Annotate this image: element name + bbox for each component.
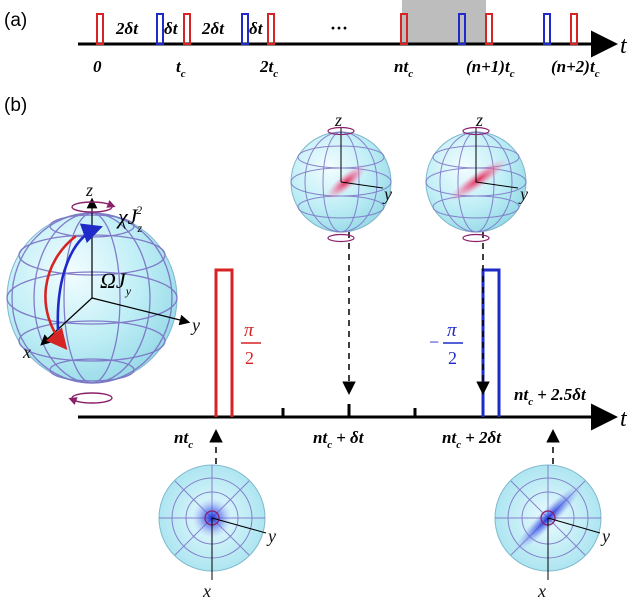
big-z-label: z bbox=[85, 180, 93, 200]
panel-a: (a) t 2δt δt 2δt δt ··· 0 tc 2tc ntc bbox=[4, 0, 628, 80]
rotation-arrow-blue bbox=[56, 223, 103, 331]
twist-arrow-bottom bbox=[71, 392, 113, 404]
panel-a-label: (a) bbox=[4, 10, 27, 31]
red-pulse bbox=[214, 268, 234, 417]
pulse-red-n bbox=[400, 13, 408, 45]
pulse-blue-n bbox=[458, 13, 466, 45]
pulse-red-n1 bbox=[485, 13, 493, 45]
tick-label-tc: tc bbox=[176, 57, 186, 80]
big-y-axis bbox=[91, 297, 191, 326]
twist-label: χJz2 bbox=[116, 203, 142, 235]
bottom-disc-2-x: x bbox=[537, 581, 546, 601]
top-sphere-1-y: y bbox=[382, 184, 392, 204]
top-sphere-1-z: z bbox=[334, 110, 342, 130]
time-label-ntc: ntc bbox=[174, 428, 193, 451]
time-axis-a-label: t bbox=[620, 33, 628, 59]
blue-pulse-den: 2 bbox=[448, 348, 457, 368]
blue-pulse bbox=[481, 268, 501, 417]
interval-label-4: δt bbox=[249, 19, 264, 38]
top-sphere-1: z y bbox=[290, 110, 392, 243]
bottom-disc-1: y x bbox=[158, 464, 276, 601]
tick-label-ntc: ntc bbox=[394, 57, 413, 80]
panel-b-label: (b) bbox=[4, 95, 27, 116]
time-label-ntc-dt: ntc + δt bbox=[313, 428, 365, 451]
interval-label-2: δt bbox=[164, 19, 179, 38]
pulse-blue-n1 bbox=[543, 13, 551, 45]
time-label-ntc-2dt: ntc + 2δt bbox=[442, 428, 502, 451]
tick-label-n2tc: (n+2)tc bbox=[551, 57, 600, 80]
time-axis-b-ticks bbox=[214, 404, 485, 417]
red-pulse-den: 2 bbox=[245, 348, 254, 368]
big-y-label: y bbox=[190, 315, 200, 335]
tick-label-0: 0 bbox=[93, 57, 102, 76]
top-sphere-2-z: z bbox=[475, 110, 483, 130]
bottom-disc-2-y: y bbox=[600, 526, 610, 546]
bottom-disc-2: y x bbox=[494, 464, 610, 601]
squeezed-state-red-2 bbox=[448, 158, 508, 202]
pulse-blue-2 bbox=[241, 13, 249, 45]
rotation-arrow-red bbox=[44, 234, 77, 350]
blue-pulse-sign: − bbox=[429, 332, 439, 352]
pulse-train bbox=[96, 13, 578, 45]
panel-b: (b) t π 2 − π 2 ntc ntc + δt ntc + bbox=[4, 95, 628, 601]
pulse-red-0 bbox=[96, 13, 104, 45]
ellipsis: ··· bbox=[330, 18, 348, 38]
top-sphere-2-y: y bbox=[518, 184, 528, 204]
blue-pulse-num: π bbox=[447, 320, 457, 341]
bottom-disc-1-x: x bbox=[202, 581, 211, 601]
red-pulse-num: π bbox=[244, 320, 254, 341]
bottom-disc-1-y: y bbox=[266, 526, 276, 546]
time-axis-b-label: t bbox=[620, 406, 628, 432]
pulse-red-n2 bbox=[570, 13, 578, 45]
tick-label-n1tc: (n+1)tc bbox=[466, 57, 515, 80]
top-sphere-2: z y bbox=[425, 110, 528, 243]
pulse-red-1 bbox=[183, 13, 191, 45]
pulse-red-2 bbox=[267, 13, 275, 45]
big-bloch-sphere: z y x χJz2 ΩJy bbox=[6, 180, 200, 405]
big-x-label: x bbox=[22, 342, 31, 362]
squeezed-state-red-1 bbox=[325, 164, 367, 200]
rotation-label: ΩJy bbox=[100, 268, 132, 298]
pulse-blue-1 bbox=[156, 13, 164, 45]
shaded-interval bbox=[402, 0, 486, 44]
tick-label-2tc: 2tc bbox=[259, 57, 278, 80]
interval-label-1: 2δt bbox=[115, 19, 139, 38]
interval-label-3: 2δt bbox=[201, 19, 225, 38]
time-label-ntc-25dt: ntc + 2.5δt bbox=[514, 385, 587, 408]
